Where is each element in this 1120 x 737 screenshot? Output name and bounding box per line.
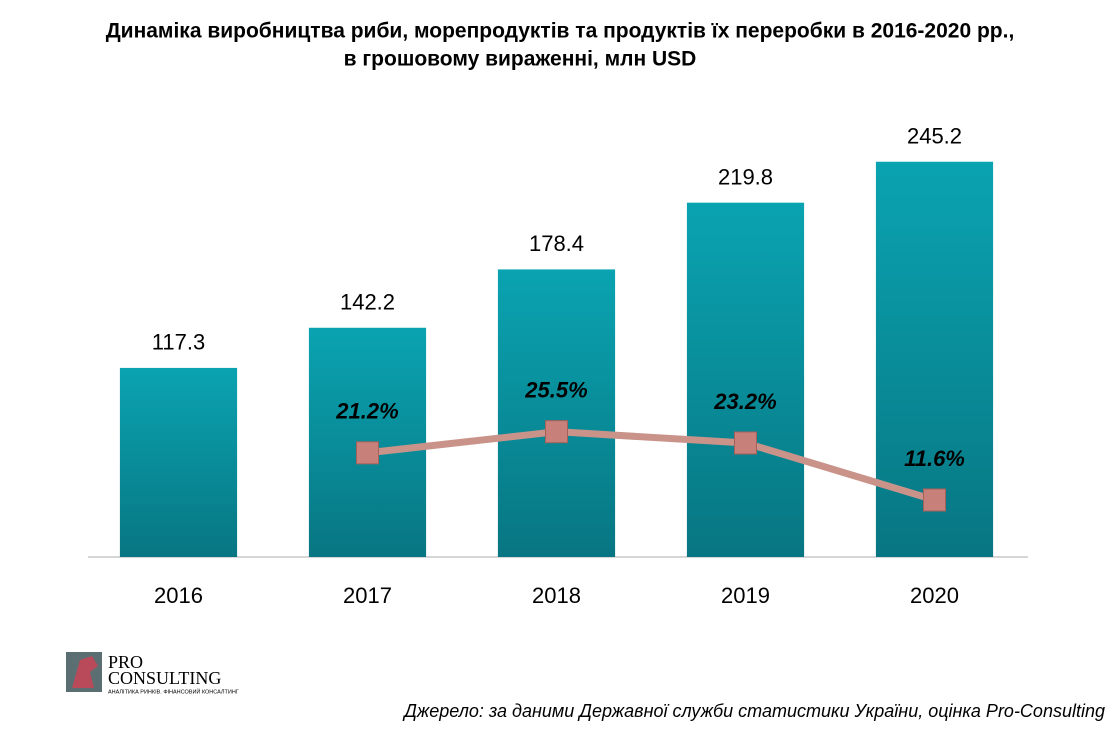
marker bbox=[545, 420, 568, 444]
x-tick-label: 2016 bbox=[154, 583, 203, 608]
marker bbox=[734, 431, 757, 455]
logo-text: CONSULTING bbox=[108, 668, 221, 688]
chart-subtitle: в грошовому вираженні, млн USD bbox=[344, 48, 697, 71]
x-tick-label: 2018 bbox=[532, 583, 581, 608]
bar bbox=[686, 202, 805, 557]
bar bbox=[497, 269, 616, 557]
source: Джерело: за даними Державної служби стат… bbox=[402, 701, 1105, 721]
data-label: 178.4 bbox=[529, 231, 584, 256]
data-label: 142.2 bbox=[340, 290, 395, 315]
x-tick-label: 2017 bbox=[343, 583, 392, 608]
data-label: 245.2 bbox=[907, 124, 962, 149]
data-label: 21.2% bbox=[335, 399, 398, 424]
marker bbox=[356, 441, 379, 465]
logo: PRO CONSULTING АНАЛІТИКА РИНКІВ. ФІНАНСО… bbox=[66, 652, 239, 695]
logo-tagline: АНАЛІТИКА РИНКІВ. ФІНАНСОВИЙ КОНСАЛТИНГ bbox=[108, 687, 239, 695]
x-tick-label: 2020 bbox=[910, 583, 959, 608]
data-label: 219.8 bbox=[718, 164, 773, 189]
line bbox=[367, 428, 936, 504]
data-label: 11.6% bbox=[904, 446, 965, 471]
data-label: 23.2% bbox=[713, 389, 776, 414]
data-label: 25.5% bbox=[524, 377, 587, 402]
logo-horse bbox=[72, 656, 98, 688]
chart-title: Динаміка виробництва риби, морепродуктів… bbox=[106, 20, 1015, 43]
data-label: 117.3 bbox=[152, 330, 205, 355]
marker bbox=[923, 488, 946, 512]
x-tick-label: 2019 bbox=[721, 583, 770, 608]
logo-text: PRO bbox=[108, 652, 143, 672]
bar bbox=[119, 367, 238, 557]
